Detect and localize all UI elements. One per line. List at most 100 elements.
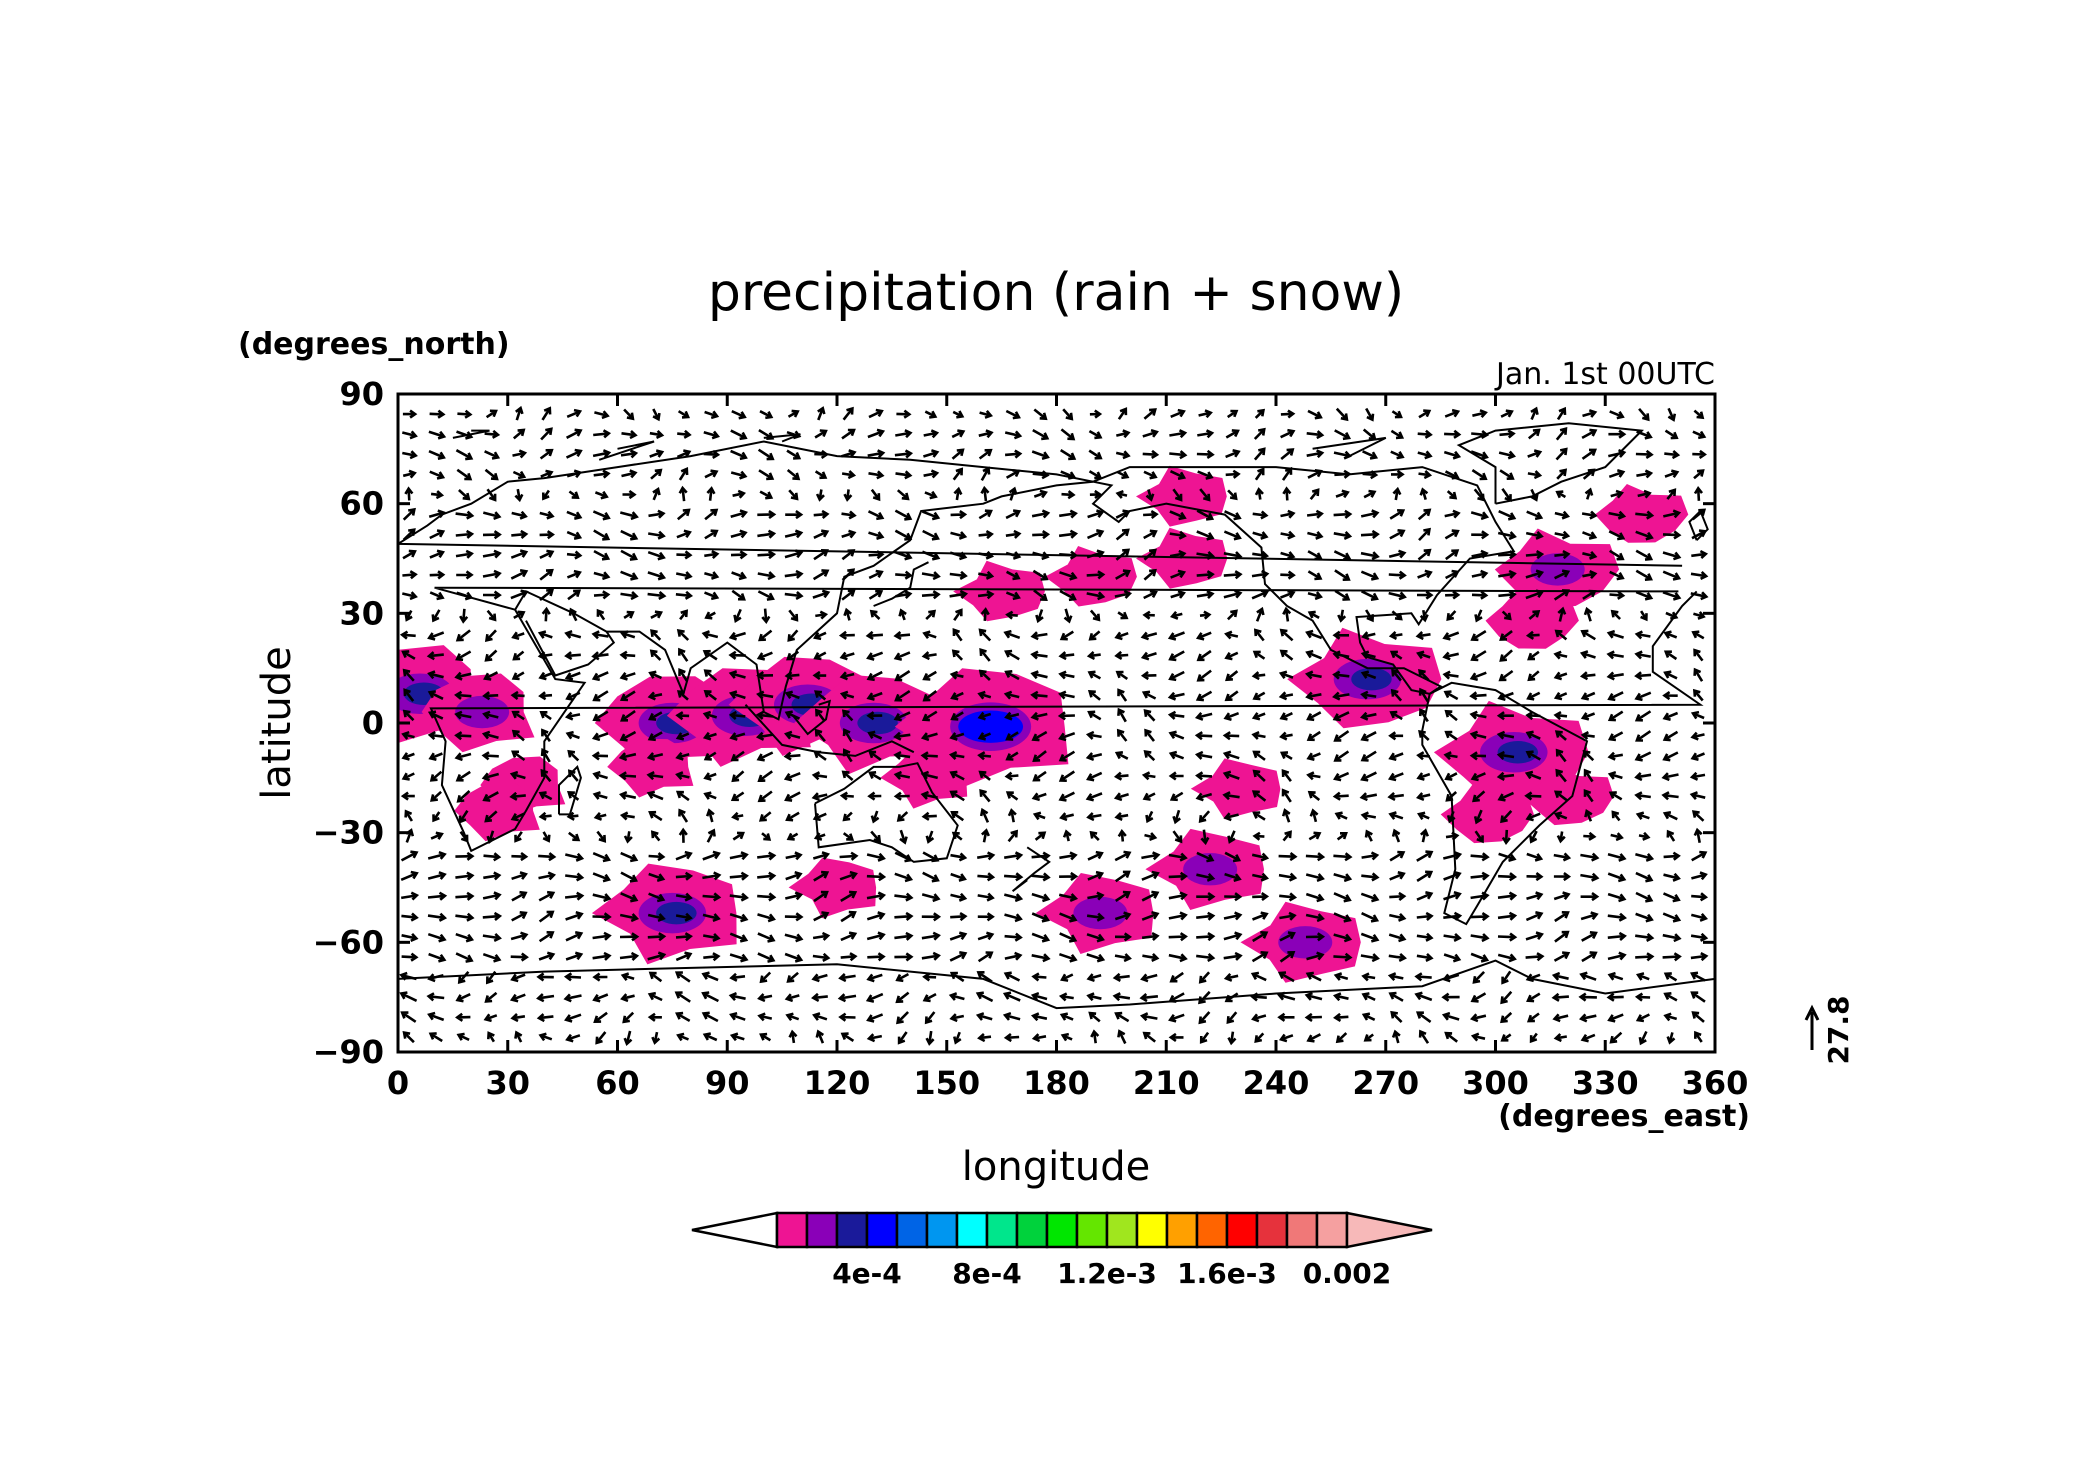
wind-arrow: [1008, 486, 1018, 501]
wind-arrow: [592, 872, 611, 883]
wind-arrow: [1445, 549, 1460, 561]
wind-arrow: [784, 671, 800, 681]
wind-arrow: [675, 850, 693, 861]
wind-arrow: [455, 993, 471, 1003]
wind-arrow: [402, 1031, 415, 1044]
wind-arrow: [1143, 529, 1158, 540]
wind-arrow: [1389, 710, 1403, 721]
wind-arrow: [1030, 991, 1048, 1001]
wind-arrow: [618, 791, 637, 800]
wind-arrow: [564, 671, 581, 681]
wind-arrow: [1088, 630, 1101, 641]
wind-arrow: [1143, 568, 1157, 581]
wind-arrow: [1140, 651, 1157, 661]
precip-core-strong: [1351, 667, 1392, 691]
wind-arrow: [510, 589, 529, 600]
wind-arrow: [950, 911, 968, 922]
wind-arrow: [1606, 671, 1624, 681]
coastline: [1421, 681, 1589, 926]
wind-arrow: [1307, 570, 1323, 581]
wind-arrow: [1580, 629, 1596, 641]
wind-arrow: [728, 992, 746, 1001]
colorbar-labels: 4e-4 8e-4 1.2e-3 1.6e-3 0.002: [832, 1257, 1391, 1290]
wind-arrow: [1030, 1012, 1048, 1022]
wind-arrow: [978, 570, 995, 580]
wind-arrow: [1117, 611, 1129, 620]
wind-arrow: [540, 768, 552, 783]
wind-arrow: [842, 748, 853, 763]
wind-arrow: [1444, 529, 1460, 540]
wind-arrow: [1172, 809, 1181, 825]
wind-arrow: [1088, 449, 1103, 460]
wind-arrow: [1143, 589, 1158, 600]
wind-arrow: [1032, 530, 1051, 540]
wind-arrow: [704, 611, 716, 620]
wind-arrow: [1607, 872, 1627, 883]
wind-arrow: [1282, 830, 1292, 842]
wind-arrow: [729, 892, 749, 902]
wind-arrow: [1278, 872, 1298, 882]
wind-arrow: [1361, 972, 1376, 982]
wind-arrow: [538, 890, 556, 902]
wind-arrow: [1168, 1032, 1184, 1042]
wind-arrow: [1281, 808, 1291, 823]
wind-arrow: [1333, 852, 1353, 862]
wind-arrow: [1196, 952, 1216, 963]
wind-arrow: [1391, 610, 1403, 621]
wind-arrow: [1360, 731, 1377, 742]
wind-arrow: [1581, 951, 1598, 963]
wind-arrow: [455, 851, 475, 861]
wind-arrow: [978, 448, 993, 460]
wind-arrow: [1474, 609, 1483, 623]
wind-arrow: [1196, 590, 1215, 600]
wind-arrow: [1004, 932, 1023, 942]
reference-vector-label: 27.8: [1822, 995, 1855, 1064]
wind-arrow: [1252, 769, 1266, 782]
wind-arrow: [1580, 911, 1599, 921]
wind-arrow: [1666, 829, 1676, 842]
wind-arrow: [1086, 992, 1102, 1002]
wind-arrow: [568, 831, 581, 842]
wind-arrow: [679, 609, 689, 621]
wind-arrow: [1471, 530, 1490, 540]
wind-arrow: [1553, 790, 1568, 802]
wind-arrow: [675, 571, 693, 580]
wind-arrow: [1031, 872, 1051, 882]
wind-arrow: [1114, 850, 1132, 862]
wind-arrow: [482, 932, 502, 942]
wind-arrow: [1281, 466, 1293, 481]
wind-arrow: [814, 728, 826, 743]
wind-arrow: [1497, 891, 1518, 901]
wind-arrow: [1086, 651, 1101, 661]
wind-arrow: [1691, 871, 1708, 881]
wind-arrow: [1308, 831, 1322, 841]
wind-arrow: [1114, 953, 1132, 963]
wind-arrow: [894, 952, 914, 962]
wind-arrow: [732, 489, 746, 499]
wind-arrow: [729, 1011, 746, 1021]
wind-arrow: [536, 972, 554, 982]
wind-arrow: [1667, 407, 1677, 422]
wind-arrow: [702, 932, 721, 942]
wind-arrow: [481, 772, 500, 782]
wind-arrow: [1634, 791, 1651, 801]
wind-arrow: [1693, 667, 1704, 682]
wind-arrow: [1058, 670, 1075, 680]
wind-arrow: [1418, 409, 1432, 419]
wind-arrow: [1031, 912, 1051, 923]
wind-arrow: [401, 933, 419, 942]
wind-arrow: [1635, 449, 1654, 459]
wind-arrow: [1691, 892, 1709, 902]
wind-arrow: [1553, 1033, 1568, 1043]
wind-arrow: [1607, 971, 1624, 981]
precip-core-strong: [656, 901, 697, 925]
wind-arrow: [1306, 430, 1325, 440]
wind-arrow: [1634, 710, 1652, 722]
wind-arrow: [1004, 872, 1024, 882]
wind-arrow: [1416, 952, 1434, 962]
wind-arrow: [401, 752, 415, 761]
wind-arrow: [921, 590, 941, 600]
wind-arrow: [759, 971, 772, 984]
wind-arrow: [952, 467, 964, 481]
wind-arrow: [1305, 873, 1325, 883]
